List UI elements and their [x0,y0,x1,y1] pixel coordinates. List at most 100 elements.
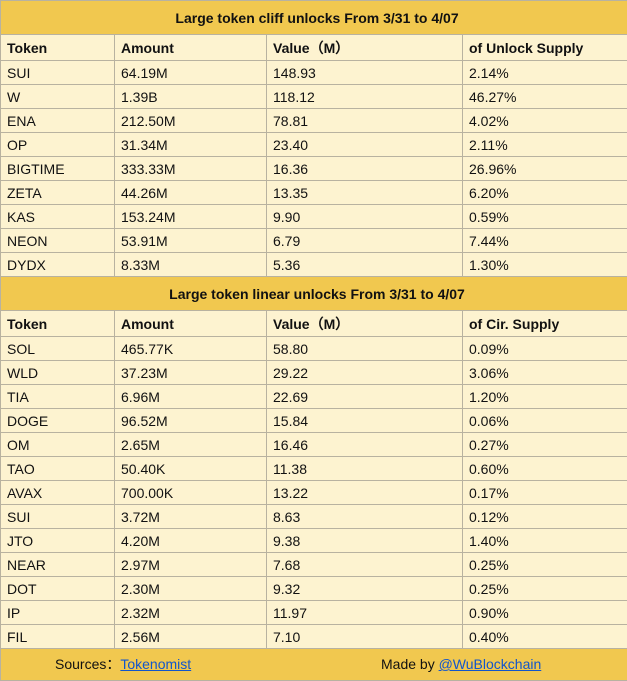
cell: 53.91M [115,229,267,253]
cell: 1.39B [115,85,267,109]
cell: 50.40K [115,457,267,481]
cell: 8.63 [267,505,463,529]
cell: SOL [1,337,115,361]
cell: 465.77K [115,337,267,361]
cell: 9.38 [267,529,463,553]
cell: 212.50M [115,109,267,133]
made-by-label: Made by [381,656,439,672]
cell: 148.93 [267,61,463,85]
title-row: Large token linear unlocks From 3/31 to … [1,277,627,311]
column-header: Value（M） [267,35,463,61]
cell: 3.72M [115,505,267,529]
cell: 13.22 [267,481,463,505]
cell: 9.90 [267,205,463,229]
cell: 2.56M [115,625,267,649]
sources-link[interactable]: Tokenomist [120,656,191,672]
section-title: Large token cliff unlocks From 3/31 to 4… [1,1,627,35]
cell: SUI [1,505,115,529]
cell: 64.19M [115,61,267,85]
column-header: Amount [115,311,267,337]
cell: 29.22 [267,361,463,385]
cell: DOT [1,577,115,601]
cell: 7.10 [267,625,463,649]
cell: 4.02% [463,109,627,133]
cell: BIGTIME [1,157,115,181]
cell: 2.14% [463,61,627,85]
cell: ENA [1,109,115,133]
cell: 3.06% [463,361,627,385]
cell: NEON [1,229,115,253]
cell: KAS [1,205,115,229]
cell: 13.35 [267,181,463,205]
footer-content: Sources：Tokenomist Made by @WuBlockchain [1,649,627,680]
cell: SUI [1,61,115,85]
cell: DOGE [1,409,115,433]
sources: Sources：Tokenomist [55,649,191,680]
cell: 2.65M [115,433,267,457]
cell: 96.52M [115,409,267,433]
cell: 4.20M [115,529,267,553]
cell: W [1,85,115,109]
cell: WLD [1,361,115,385]
cell: OP [1,133,115,157]
cell: FIL [1,625,115,649]
column-header: Token [1,311,115,337]
cell: 9.32 [267,577,463,601]
cell: 6.79 [267,229,463,253]
cell: JTO [1,529,115,553]
cell: 333.33M [115,157,267,181]
cell: 26.96% [463,157,627,181]
column-header: of Cir. Supply [463,311,627,337]
cell: 6.20% [463,181,627,205]
cell: 0.09% [463,337,627,361]
cell: 5.36 [267,253,463,277]
cell: 118.12 [267,85,463,109]
cell: TIA [1,385,115,409]
cell: 0.60% [463,457,627,481]
cell: DYDX [1,253,115,277]
footer: Sources：Tokenomist Made by @WuBlockchain [1,649,627,681]
cell: 0.17% [463,481,627,505]
cell: 700.00K [115,481,267,505]
cell: 8.33M [115,253,267,277]
column-header: Token [1,35,115,61]
cell: 0.06% [463,409,627,433]
section-title: Large token linear unlocks From 3/31 to … [1,277,627,311]
cell: 0.25% [463,577,627,601]
sources-label: Sources： [55,656,120,672]
column-header: Amount [115,35,267,61]
made-by-link[interactable]: @WuBlockchain [439,656,542,672]
cell: 0.25% [463,553,627,577]
cell: 11.97 [267,601,463,625]
cell: 6.96M [115,385,267,409]
cell: 2.11% [463,133,627,157]
cell: 78.81 [267,109,463,133]
cell: 58.80 [267,337,463,361]
cell: 16.46 [267,433,463,457]
column-header: Value（M） [267,311,463,337]
cell: 15.84 [267,409,463,433]
title-row: Large token cliff unlocks From 3/31 to 4… [1,1,627,35]
cell: 7.68 [267,553,463,577]
cell: 0.59% [463,205,627,229]
